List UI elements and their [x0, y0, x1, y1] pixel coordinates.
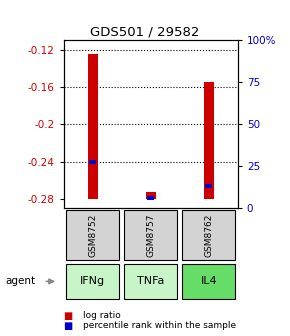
Text: GSM8762: GSM8762: [204, 213, 213, 257]
Bar: [124, 264, 177, 299]
Text: IFNg: IFNg: [80, 277, 105, 286]
Text: GSM8752: GSM8752: [88, 213, 97, 257]
Bar: [182, 264, 235, 299]
Bar: [204, 82, 214, 199]
Text: IL4: IL4: [200, 277, 217, 286]
Text: GSM8757: GSM8757: [146, 213, 155, 257]
Text: ■: ■: [64, 311, 76, 321]
Bar: [147, 196, 154, 200]
Text: TNFa: TNFa: [137, 277, 164, 286]
Bar: [146, 192, 156, 199]
Text: agent: agent: [6, 277, 36, 286]
Bar: [205, 184, 212, 188]
Bar: [182, 210, 235, 260]
Bar: [89, 160, 96, 164]
Text: log ratio: log ratio: [83, 311, 120, 320]
Bar: [66, 210, 119, 260]
Bar: [66, 264, 119, 299]
Text: percentile rank within the sample: percentile rank within the sample: [83, 322, 236, 330]
Bar: [88, 54, 98, 199]
Text: GDS501 / 29582: GDS501 / 29582: [90, 26, 200, 38]
Bar: [124, 210, 177, 260]
Text: ■: ■: [64, 321, 76, 331]
